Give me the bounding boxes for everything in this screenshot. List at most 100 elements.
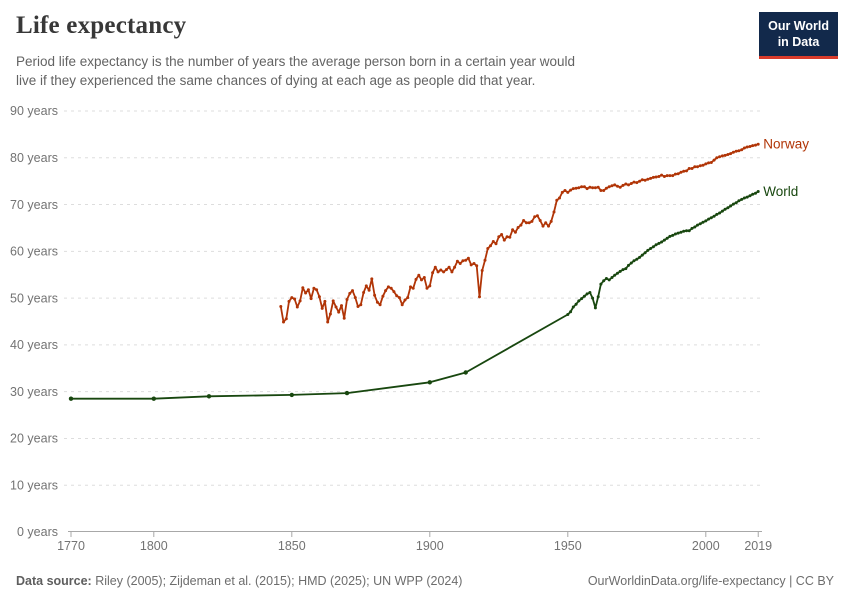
series-world-point[interactable] (607, 278, 611, 282)
series-norway-point[interactable] (395, 294, 399, 298)
series-norway-point[interactable] (409, 285, 412, 289)
series-norway-point[interactable] (593, 186, 597, 190)
series-world-point[interactable] (726, 206, 730, 210)
series-norway-point[interactable] (544, 221, 548, 225)
series-norway-point[interactable] (458, 262, 462, 265)
series-norway-point[interactable] (433, 265, 437, 269)
credit-link[interactable]: OurWorldinData.org/life-expectancy | CC … (587, 574, 834, 588)
series-norway-point[interactable] (293, 297, 297, 301)
series-norway-point[interactable] (320, 306, 324, 310)
series-norway-point[interactable] (295, 305, 299, 309)
series-norway-point[interactable] (704, 162, 708, 166)
series-norway-point[interactable] (569, 188, 573, 192)
series-world-point[interactable] (660, 240, 664, 244)
series-norway-point[interactable] (279, 305, 283, 308)
series-norway-point[interactable] (577, 186, 581, 190)
series-norway-point[interactable] (469, 263, 473, 267)
series-norway-point[interactable] (519, 223, 523, 227)
series-world-point[interactable] (665, 236, 669, 240)
series-world-point[interactable] (737, 199, 741, 203)
series-norway-point[interactable] (353, 296, 357, 300)
series-world-point[interactable] (289, 392, 294, 398)
series-norway-point[interactable] (574, 186, 578, 190)
series-world-point[interactable] (654, 243, 658, 247)
series-norway-point[interactable] (312, 286, 316, 290)
series-norway-point[interactable] (378, 303, 382, 307)
series-norway-point[interactable] (411, 286, 415, 290)
series-norway-point[interactable] (535, 214, 539, 218)
series-norway-point[interactable] (709, 161, 713, 164)
series-world-point[interactable] (745, 195, 749, 199)
series-world-point[interactable] (593, 306, 597, 310)
series-norway-point[interactable] (375, 300, 379, 304)
series-norway-point[interactable] (489, 244, 492, 248)
series-world-point[interactable] (582, 294, 586, 298)
series-norway-point[interactable] (464, 258, 468, 262)
series-norway-point[interactable] (304, 291, 308, 295)
series-norway-point[interactable] (461, 259, 465, 263)
series-norway-point[interactable] (742, 146, 746, 150)
series-norway-point[interactable] (607, 185, 611, 189)
series-world-point[interactable] (729, 204, 733, 208)
series-world-point[interactable] (649, 247, 653, 250)
series-norway-point[interactable] (367, 288, 371, 292)
series-norway-point[interactable] (444, 268, 448, 272)
series-norway-point[interactable] (627, 183, 630, 187)
series-world-point[interactable] (657, 241, 661, 245)
series-world-point[interactable] (427, 380, 432, 385)
series-norway-point[interactable] (431, 271, 435, 275)
series-norway-point[interactable] (756, 142, 760, 146)
series-norway-point[interactable] (712, 158, 716, 162)
series-norway-point[interactable] (610, 184, 614, 188)
series-world-point[interactable] (679, 230, 683, 234)
series-norway-point[interactable] (356, 305, 360, 308)
series-world-point[interactable] (610, 276, 614, 279)
series-norway-point[interactable] (397, 296, 401, 300)
series-norway-point[interactable] (400, 303, 404, 307)
series-norway-point[interactable] (406, 296, 410, 300)
series-norway-point[interactable] (751, 144, 755, 148)
series-norway-point[interactable] (646, 177, 650, 181)
series-world-point[interactable] (574, 302, 578, 306)
series-norway-point[interactable] (497, 235, 501, 239)
series-world-point[interactable] (742, 196, 746, 200)
series-norway-point[interactable] (524, 221, 528, 225)
series-norway-point[interactable] (547, 224, 550, 228)
series-world-point[interactable] (616, 271, 619, 275)
series-norway-point[interactable] (629, 182, 633, 185)
series-norway-point[interactable] (466, 256, 470, 260)
series-norway-point[interactable] (500, 233, 504, 236)
series-norway-point[interactable] (348, 291, 352, 295)
series-world-point[interactable] (731, 202, 735, 206)
series-norway-point[interactable] (455, 259, 459, 263)
series-norway-point[interactable] (436, 270, 440, 274)
series-norway-point[interactable] (533, 215, 537, 219)
series-norway-point[interactable] (687, 167, 691, 170)
series-world-point[interactable] (599, 282, 603, 286)
series-world-point[interactable] (687, 229, 691, 233)
series-norway-point[interactable] (552, 210, 556, 214)
series-norway-point[interactable] (740, 148, 744, 152)
series-world-point[interactable] (643, 251, 647, 255)
series-norway-point[interactable] (660, 173, 664, 177)
series-world-point[interactable] (740, 197, 744, 201)
series-norway-point[interactable] (439, 268, 443, 272)
series-world-point[interactable] (596, 295, 600, 299)
series-norway-point[interactable] (701, 163, 705, 167)
series-norway-point[interactable] (558, 196, 561, 200)
series-norway-point[interactable] (301, 286, 305, 290)
series-norway-point[interactable] (392, 290, 396, 294)
series-norway-point[interactable] (359, 303, 363, 307)
series-norway-point[interactable] (472, 262, 476, 265)
series-norway-point[interactable] (560, 190, 564, 194)
series-world-point[interactable] (682, 229, 686, 233)
series-norway-point[interactable] (381, 294, 385, 298)
series-norway-point[interactable] (306, 288, 310, 292)
series-norway-point[interactable] (580, 185, 584, 189)
series-world-point[interactable] (685, 229, 688, 233)
series-world-point[interactable] (751, 192, 755, 196)
series-norway-point[interactable] (588, 185, 592, 189)
series-world-point[interactable] (676, 231, 680, 235)
series-norway-point[interactable] (591, 186, 595, 190)
series-world-point[interactable] (693, 225, 697, 229)
